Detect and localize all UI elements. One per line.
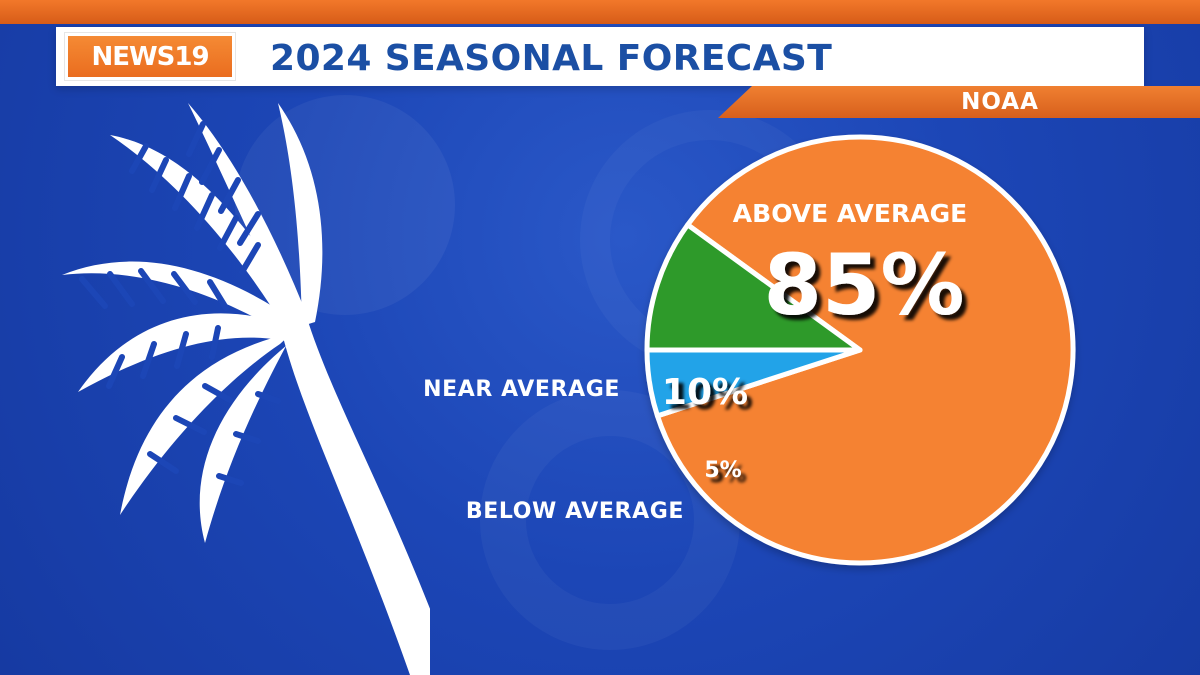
top-banner-band xyxy=(0,0,1200,24)
source-tag-background xyxy=(718,86,1200,118)
value-above-average: 85% xyxy=(763,236,964,334)
pie-labels: ABOVE AVERAGE 85% 10% NEAR AVERAGE 5% BELOW A… xyxy=(423,199,967,524)
title-bar xyxy=(56,27,1144,86)
source-label: NOAA xyxy=(961,89,1039,115)
pie-slice-below-average xyxy=(644,347,863,419)
label-below-average: BELOW AVERAGE xyxy=(466,499,684,524)
pie-group xyxy=(644,134,1076,566)
label-near-average: NEAR AVERAGE xyxy=(423,377,620,402)
logo-text: NEWS19 xyxy=(91,41,209,72)
palm-tree-icon xyxy=(62,103,430,675)
pie-slice-near-average xyxy=(644,222,863,353)
value-near-average: 10% xyxy=(662,372,748,413)
label-above-average: ABOVE AVERAGE xyxy=(733,199,967,228)
page-title: 2024 SEASONAL FORECAST xyxy=(270,37,833,79)
pie-slice-above-average xyxy=(654,134,1076,566)
news19-logo: NEWS19 xyxy=(64,32,236,81)
value-below-average: 5% xyxy=(704,458,741,483)
